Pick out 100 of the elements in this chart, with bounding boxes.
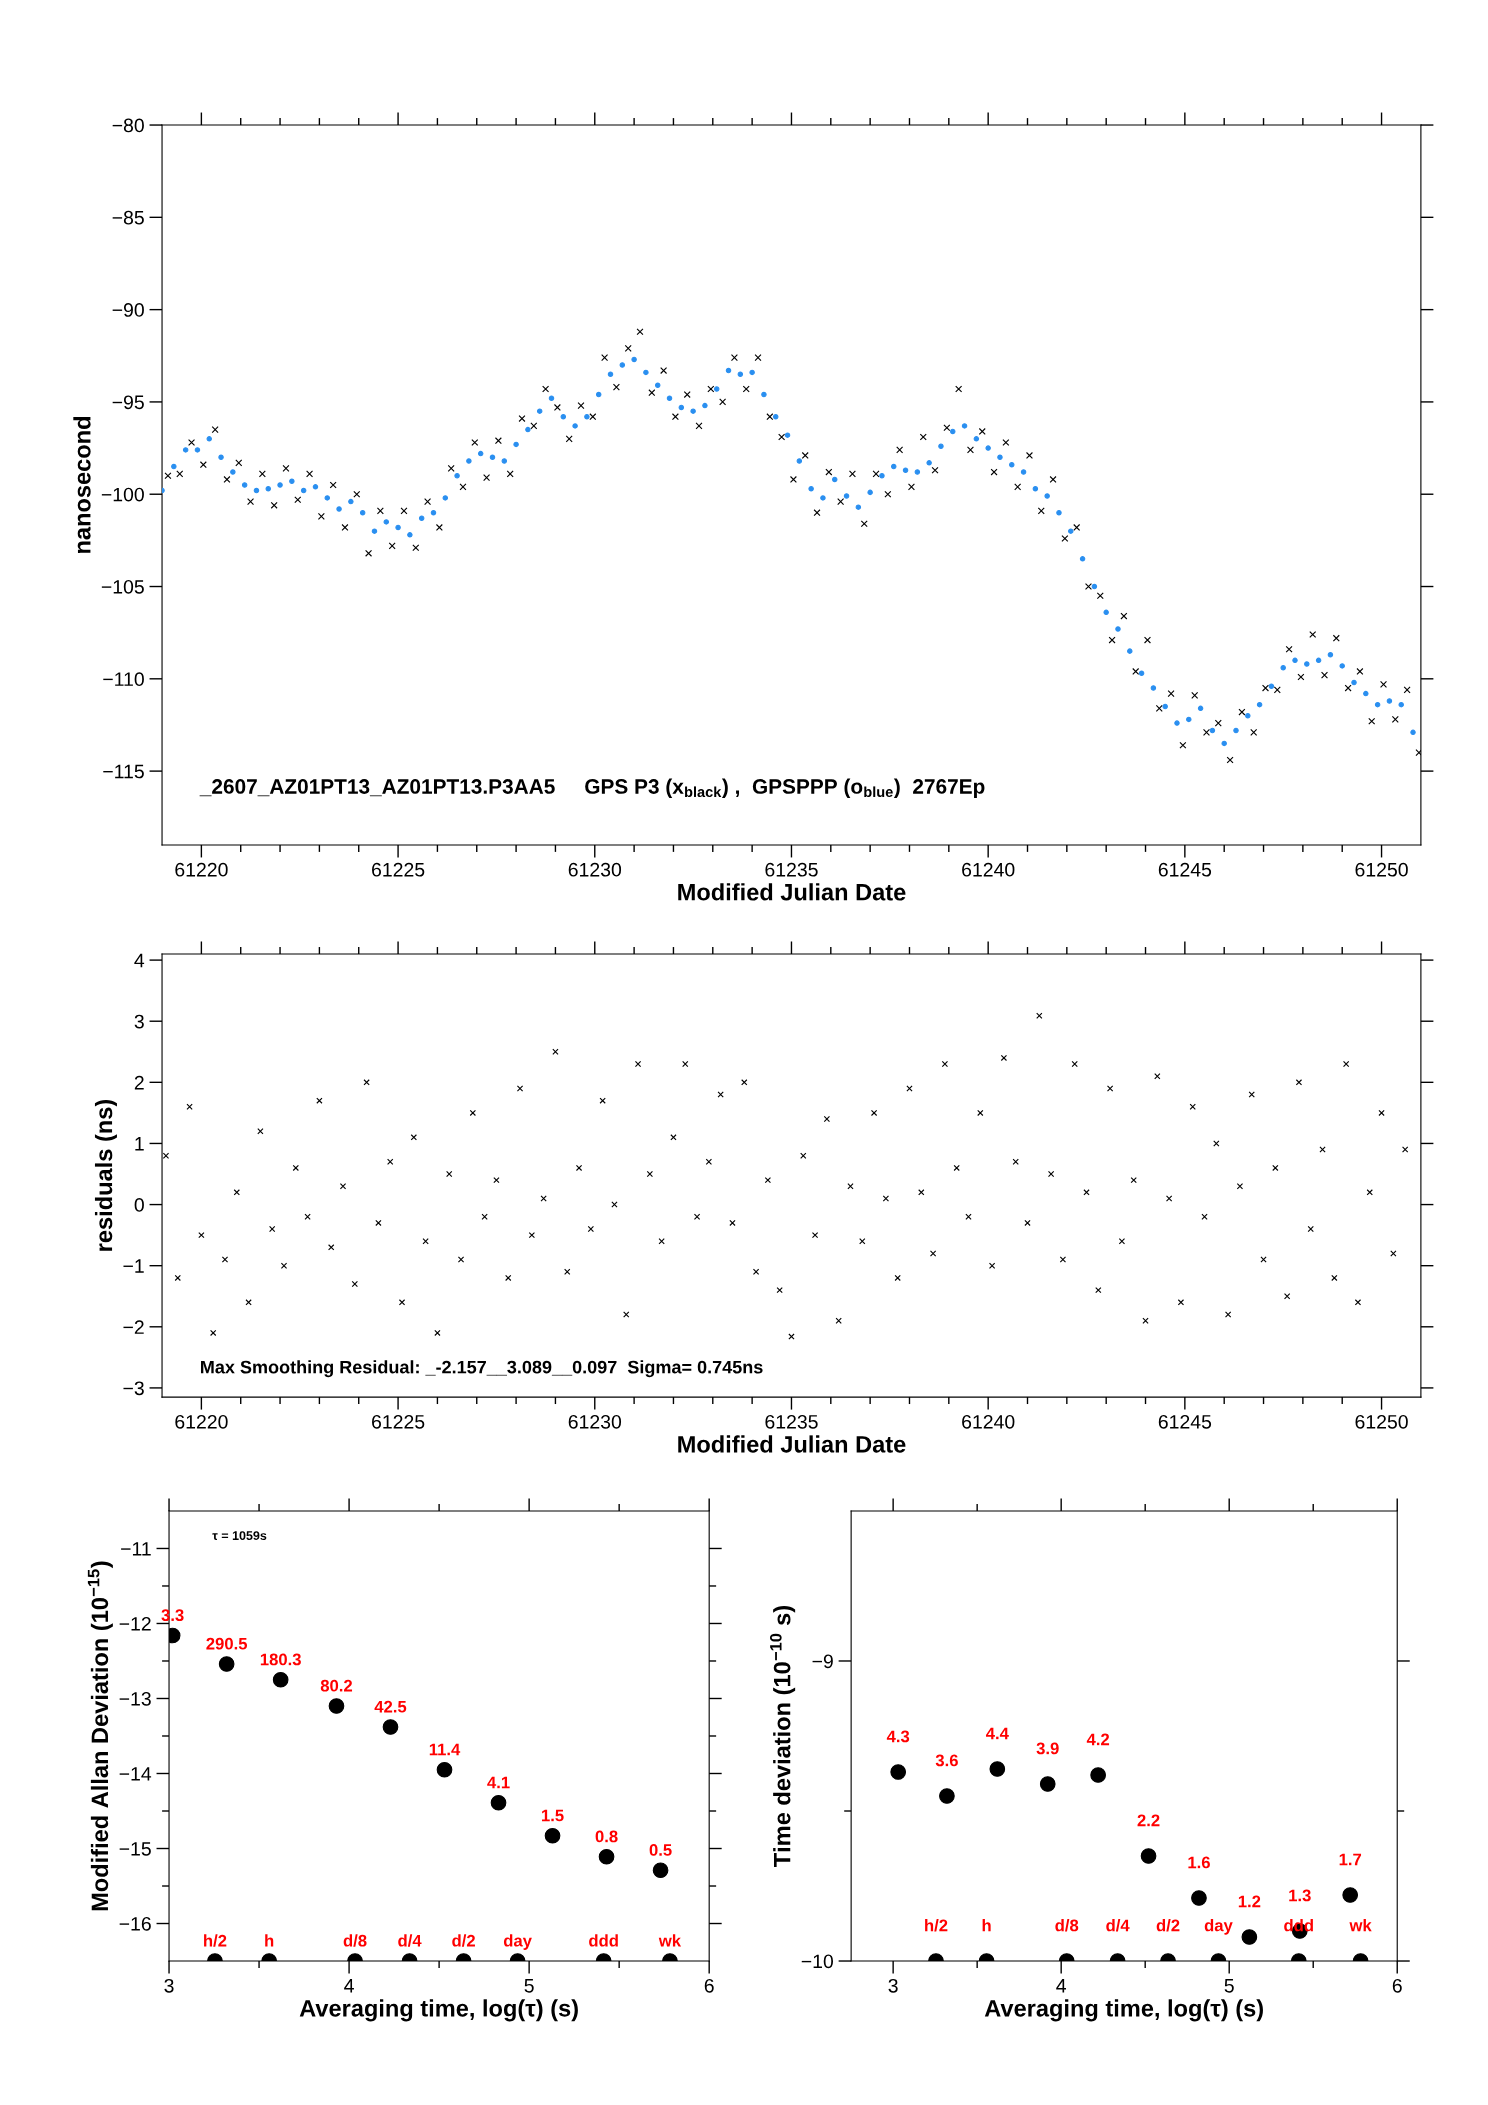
y-axis-title: Time deviation (10$^{−10}$ s) — [769, 1606, 796, 1868]
y-tick-label: 0 — [134, 1198, 144, 1212]
annotation: h/2 — [204, 1934, 227, 1947]
annotation: day — [1204, 1919, 1233, 1935]
y-tick-label: −15 — [119, 1842, 151, 1856]
annotation: 1.3 — [1289, 1889, 1311, 1902]
point — [218, 1656, 235, 1672]
x-tick-label: 61235 — [765, 862, 818, 877]
annotation: 3.9 — [1036, 1742, 1059, 1755]
annotation: wk — [1349, 1919, 1372, 1932]
y-tick-label: −105 — [101, 579, 144, 594]
x-tick-label: 61250 — [1355, 862, 1408, 877]
point — [490, 1794, 507, 1811]
x-tick-label: 61230 — [568, 1414, 622, 1429]
annotation: d/4 — [398, 1934, 422, 1947]
y-tick-label: 2 — [134, 1075, 144, 1090]
annotation: d/2 — [1156, 1919, 1180, 1932]
annotation: 0.5 — [649, 1844, 672, 1856]
y-tick-label: −110 — [103, 672, 144, 687]
y-tick-label: 3 — [134, 1014, 144, 1029]
annotation: h — [982, 1919, 991, 1932]
annotation: Max Smoothing Residual: _-2.157__3.089__0.097 Sigma= 0.745ns — [201, 1360, 763, 1378]
annotation: h — [265, 1934, 274, 1947]
y-tick-label: −3 — [123, 1381, 144, 1396]
annotation: 4.1 — [487, 1776, 510, 1789]
annotation: 1.7 — [1339, 1853, 1362, 1866]
y-axis-title: Modified Allan Deviation (10$^{−15}$) — [87, 1561, 113, 1911]
y-tick-label: −14 — [119, 1767, 152, 1781]
x-tick-label: 61240 — [962, 1414, 1015, 1429]
x-tick-label: 61220 — [175, 862, 228, 877]
y-tick-label: −12 — [119, 1616, 151, 1631]
x-tick-label: 61245 — [1158, 1414, 1212, 1429]
x-axis-title: Modified Julian Date — [678, 883, 906, 901]
annotation: wk — [658, 1934, 682, 1947]
annotation: 1.6 — [1188, 1856, 1210, 1869]
point — [382, 1719, 399, 1735]
x-tick-label: 61245 — [1158, 862, 1212, 877]
annotation: 80.2 — [320, 1679, 353, 1692]
point — [598, 1848, 615, 1865]
annotation: 11.4 — [429, 1743, 461, 1756]
annotation: 4.3 — [886, 1730, 910, 1743]
point — [1090, 1767, 1106, 1783]
x-tick-label: 61225 — [372, 862, 425, 877]
annotation: h/2 — [925, 1919, 948, 1932]
annotation: d/2 — [452, 1934, 475, 1947]
point — [544, 1827, 561, 1844]
x-tick-label: 61225 — [372, 1414, 425, 1429]
y-axis-title: nanosecond — [73, 417, 91, 553]
y-tick-label: −80 — [112, 118, 144, 133]
annotation: d/4 — [1106, 1919, 1130, 1932]
y-tick-label: −9 — [812, 1654, 833, 1669]
y-tick-label: 4 — [134, 953, 145, 968]
x-tick-label: 61235 — [765, 1414, 818, 1429]
point — [328, 1698, 345, 1714]
annotation: 3.6 — [935, 1754, 958, 1767]
annotation: 1.5 — [542, 1809, 564, 1822]
x-tick-label: 61250 — [1355, 1414, 1408, 1429]
x-tick-label: 5 — [1224, 1979, 1234, 1993]
x-tick-label: 4 — [1056, 1979, 1067, 1993]
y-tick-label: −100 — [101, 487, 144, 502]
annotation: d/8 — [1055, 1919, 1079, 1932]
x-tick-label: 3 — [888, 1978, 898, 1993]
point — [939, 1788, 955, 1804]
annotation: 0.8 — [595, 1830, 618, 1843]
annotation: 290.5 — [206, 1637, 248, 1650]
annotation: ddd — [1284, 1919, 1313, 1932]
annotation: 180.3 — [260, 1653, 301, 1666]
x-tick-label: 61230 — [568, 862, 622, 877]
point — [1140, 1848, 1157, 1864]
y-tick-label: −10 — [801, 1954, 834, 1969]
y-tick-label: −11 — [121, 1542, 151, 1556]
annotation: τ = 1059s — [212, 1531, 267, 1541]
x-tick-label: 4 — [344, 1979, 354, 1993]
annotation: _2607_AZ01PT13_AZ01PT13.P3AA5 GPS P3 (x$_{black}$) , GPSPPP (o$_{blue}$) 2767Ep — [199, 778, 985, 798]
x-tick-label: 61240 — [962, 862, 1015, 877]
y-tick-label: −85 — [112, 210, 144, 225]
annotation: day — [503, 1934, 532, 1950]
annotation: 2.2 — [1137, 1814, 1160, 1827]
annotation: ddd — [589, 1934, 618, 1947]
y-tick-label: −95 — [112, 395, 144, 410]
y-tick-label: −115 — [103, 764, 144, 779]
x-tick-label: 61220 — [175, 1414, 228, 1429]
x-axis-title: Averaging time, log(τ) (s) — [299, 1999, 578, 2022]
x-tick-label: 6 — [704, 1978, 714, 1993]
y-tick-label: −90 — [112, 303, 144, 317]
x-axis-title: Averaging time, log(τ) (s) — [984, 1999, 1263, 2022]
point — [890, 1764, 907, 1780]
point — [1039, 1776, 1056, 1792]
y-tick-label: −2 — [123, 1320, 144, 1334]
x-tick-label: 6 — [1392, 1978, 1402, 1993]
point — [436, 1761, 453, 1778]
y-tick-label: −1 — [123, 1259, 144, 1273]
point — [272, 1671, 289, 1688]
x-axis-title: Modified Julian Date — [678, 1435, 906, 1453]
y-tick-label: 1 — [135, 1137, 144, 1151]
y-tick-label: −13 — [119, 1691, 151, 1706]
y-axis-title: residuals (ns) — [94, 1099, 117, 1251]
y-tick-label: −16 — [119, 1916, 151, 1931]
point — [989, 1761, 1006, 1777]
annotation: 4.4 — [985, 1727, 1009, 1740]
